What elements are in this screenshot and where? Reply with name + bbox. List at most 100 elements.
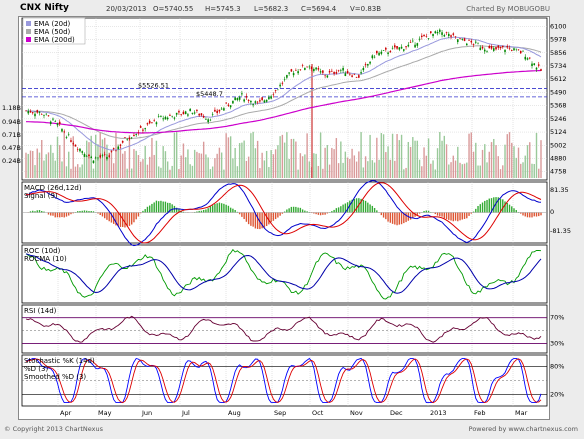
macd-histogram-bar — [331, 211, 333, 213]
volume-bar — [506, 134, 508, 178]
macd-histogram-bar — [209, 206, 212, 213]
macd-histogram-bar — [261, 212, 263, 229]
volume-bar — [526, 145, 529, 178]
volume-bar — [441, 140, 443, 178]
candle-body — [387, 52, 389, 55]
price-tick-5124: 5124 — [550, 128, 567, 136]
candle-body — [142, 129, 144, 131]
candle-body — [40, 114, 43, 115]
macd-histogram-bar — [207, 208, 209, 213]
candle-body — [290, 69, 293, 72]
volume-bar — [490, 142, 493, 178]
candle-body — [504, 49, 506, 52]
volume-bar — [198, 153, 200, 178]
macd-histogram-bar — [515, 210, 517, 213]
volume-bar — [227, 137, 230, 178]
volume-bar — [427, 138, 430, 178]
candle-body — [488, 45, 491, 49]
macd-histogram-bar — [86, 210, 88, 213]
candle-body — [175, 112, 178, 115]
volume-bar — [180, 155, 182, 178]
volume-bar — [398, 140, 401, 178]
macd-histogram-bar — [169, 202, 171, 213]
volume-tick-2: 0.71B — [2, 131, 21, 139]
candle-body — [481, 46, 484, 49]
volume-bar — [423, 147, 425, 178]
candle-body — [97, 157, 99, 159]
macd-histogram-bar — [484, 200, 486, 213]
macd-histogram-bar — [99, 212, 101, 215]
macd-histogram-bar — [164, 201, 167, 213]
ema-50-line — [26, 45, 542, 139]
volume-bar — [29, 150, 32, 178]
candle-body — [423, 34, 425, 37]
candle-body — [441, 32, 443, 35]
volume-bar — [443, 135, 445, 178]
candle-body — [29, 111, 32, 113]
candle-body — [61, 128, 63, 132]
macd-histogram-bar — [247, 212, 250, 225]
macd-histogram-bar — [531, 212, 533, 218]
candle-body — [436, 32, 439, 34]
macd-histogram-bar — [540, 212, 542, 216]
volume-bar — [362, 167, 365, 178]
candle-body — [272, 94, 275, 96]
volume-bar — [373, 162, 376, 178]
month-label-aug: Aug — [228, 409, 241, 417]
macd-histogram-bar — [160, 200, 162, 213]
volume-bar — [193, 149, 196, 178]
macd-histogram-bar — [79, 210, 81, 213]
macd-histogram-bar — [439, 212, 441, 217]
header-low: L=5682.3 — [254, 5, 289, 13]
candle-body — [340, 69, 342, 71]
volume-bar — [272, 154, 275, 178]
macd-histogram-bar — [250, 212, 252, 226]
volume-bar — [371, 160, 374, 178]
candle-body — [279, 84, 281, 87]
candle-body — [130, 137, 133, 139]
volume-bar — [214, 158, 216, 178]
macd-histogram-bar — [522, 212, 524, 216]
macd-histogram-bar — [245, 212, 248, 222]
candle-body — [184, 111, 187, 115]
candle-body — [373, 56, 376, 58]
volume-bar — [86, 140, 88, 178]
macd-histogram-bar — [234, 210, 236, 213]
volume-bar — [209, 169, 212, 178]
macd-histogram-bar — [97, 212, 99, 214]
candle-body — [367, 64, 369, 66]
volume-bar — [256, 140, 259, 178]
candle-body — [486, 51, 488, 52]
macd-histogram-bar — [108, 212, 110, 222]
candle-body — [202, 116, 205, 118]
volume-bar — [43, 160, 45, 178]
candle-body — [263, 100, 266, 103]
macd-histogram-bar — [520, 212, 522, 214]
legend-swatch-0 — [26, 21, 31, 26]
candle-body — [124, 137, 126, 138]
candle-body — [499, 46, 502, 49]
candle-body — [349, 73, 351, 75]
macd-histogram-bar — [193, 211, 196, 213]
candle-body — [331, 70, 333, 72]
price-tick-5978: 5978 — [550, 36, 567, 44]
volume-bar — [77, 164, 79, 178]
volume-bar — [331, 147, 333, 178]
macd-histogram-bar — [538, 212, 540, 217]
candle-body — [472, 43, 475, 45]
macd-histogram-bar — [36, 210, 38, 213]
volume-bar — [488, 151, 490, 178]
macd-histogram-bar — [459, 212, 461, 221]
candle-body — [101, 155, 104, 156]
candle-body — [450, 35, 452, 37]
candle-body — [517, 49, 520, 51]
volume-bar — [225, 133, 227, 178]
candle-body — [277, 89, 279, 91]
candle-body — [43, 114, 45, 116]
candle-body — [535, 67, 538, 70]
macd-histogram-bar — [38, 210, 41, 213]
candle-body — [396, 46, 398, 49]
macd-histogram-bar — [452, 212, 454, 222]
macd-histogram-bar — [81, 210, 83, 213]
candle-body — [178, 111, 180, 113]
